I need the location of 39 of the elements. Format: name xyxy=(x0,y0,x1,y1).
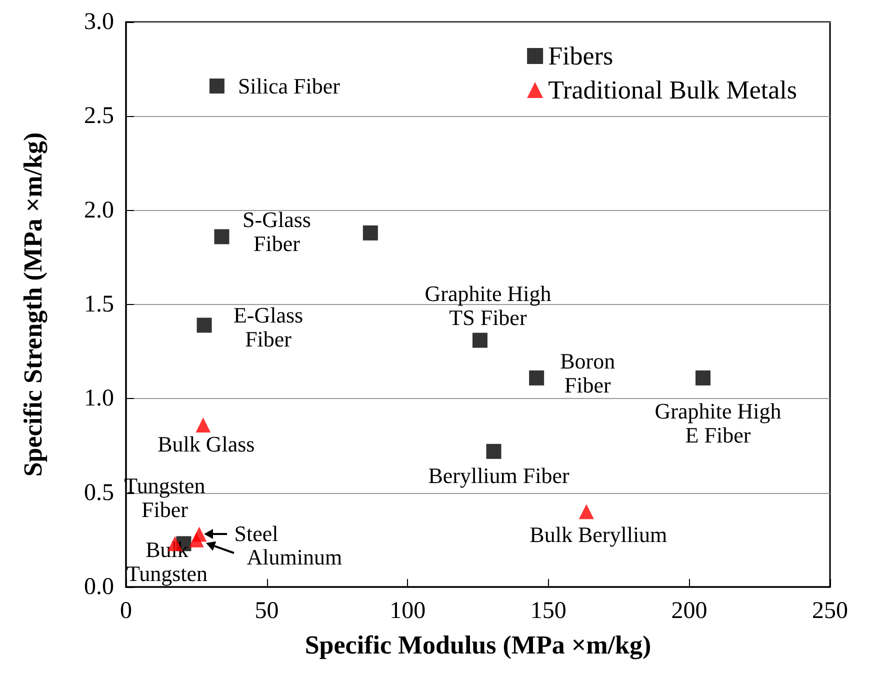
x-tick-label: 200 xyxy=(671,598,708,624)
y-tick-label: 2.0 xyxy=(84,197,114,224)
x-tick-label: 250 xyxy=(812,598,848,624)
annotation: Silica Fiber xyxy=(238,74,341,99)
annotation: S-Glass Fiber xyxy=(242,207,311,256)
point xyxy=(578,504,594,520)
y-tick-label: 1.5 xyxy=(84,292,114,318)
annotation: Graphite High TS Fiber xyxy=(424,280,552,330)
point xyxy=(362,225,378,240)
x-tick-label: 150 xyxy=(530,598,566,624)
point xyxy=(188,532,204,548)
point xyxy=(214,229,230,244)
annotation: Graphite High E Fiber xyxy=(654,398,782,448)
point xyxy=(209,78,224,94)
annotation: E-Glass Fiber xyxy=(233,302,304,352)
annotation: Steel xyxy=(234,520,278,546)
point xyxy=(529,370,544,386)
legend-label: Fibers xyxy=(548,42,614,70)
x-tick-label: 100 xyxy=(390,598,426,624)
y-tick-label: 2.5 xyxy=(84,103,114,130)
annotation: Beryllium Fiber xyxy=(428,462,570,488)
annotation: Bulk Beryllium xyxy=(530,522,668,548)
annotation: Boron Fiber xyxy=(560,348,616,398)
annotation: Bulk Glass xyxy=(158,432,255,457)
y-tick-label: 0.5 xyxy=(84,480,114,506)
y-tick-label: 0.0 xyxy=(84,574,114,600)
y-tick-label: 3.0 xyxy=(84,9,114,35)
point xyxy=(196,318,212,333)
x-axis-title: Specific Modulus (MPa ×m/kg) xyxy=(304,630,652,660)
point xyxy=(196,418,211,433)
legend-label: Traditional Bulk Metals xyxy=(548,76,798,104)
y-tick-label: 1.0 xyxy=(84,386,114,412)
point xyxy=(696,370,710,386)
x-tick-label: 50 xyxy=(254,598,279,624)
point xyxy=(486,444,502,459)
y-axis-title: Specific Strength (MPa ×m/kg) xyxy=(18,132,48,477)
x-tick-label: 0 xyxy=(120,598,132,624)
annotation: Aluminum xyxy=(246,544,342,570)
point xyxy=(472,332,488,348)
